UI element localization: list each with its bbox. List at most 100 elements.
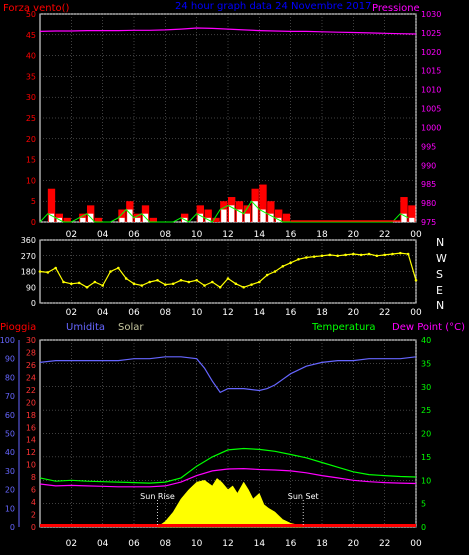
direction-point (156, 278, 159, 282)
direction-point (101, 284, 104, 287)
temp-x-tick-label: 14 (254, 539, 266, 549)
wind-bar (212, 217, 220, 222)
temp-x-tick-label: 00 (410, 539, 422, 549)
wind-bar (408, 205, 416, 222)
humidity-label: Umidita (66, 322, 105, 333)
direction-tick-label: 360 (21, 236, 36, 245)
temperature-panel-grid (40, 339, 417, 528)
wind-tick-label: 30 (26, 93, 36, 102)
direction-point (164, 283, 167, 286)
direction-x-tick-label: 06 (128, 308, 140, 318)
direction-point (234, 282, 238, 286)
wind-tick-label: 20 (26, 135, 36, 144)
rain-label: Pioggia (0, 322, 36, 333)
direction-point (250, 283, 253, 286)
direction-point (148, 280, 151, 284)
gust-bar (127, 209, 133, 222)
temperature-panel-marks (39, 356, 417, 528)
direction-x-tick-label: 18 (316, 308, 328, 318)
wind-tick-label: 35 (26, 72, 36, 81)
humidity-tick-label: 50 (5, 430, 15, 439)
gust-bar (221, 209, 227, 222)
direction-point (414, 278, 418, 282)
wind-tick-label: 25 (26, 114, 36, 123)
gust-bar (260, 209, 266, 222)
pressure-tick-label: 1000 (421, 123, 441, 132)
humidity-tick-label: 20 (5, 486, 15, 495)
direction-point (242, 285, 245, 289)
wind-axis-title: Forza vento() (3, 3, 70, 14)
direction-point (391, 252, 394, 256)
direction-point (265, 273, 269, 277)
compass-label: N (436, 236, 444, 249)
direction-point (359, 253, 363, 257)
compass-label: N (436, 299, 444, 312)
direction-point (320, 254, 324, 258)
wind-x-tick-label: 00 (410, 230, 422, 240)
temp-tick-label: 5 (421, 500, 426, 509)
direction-point (211, 280, 214, 284)
wind-panel-frame (39, 13, 417, 223)
direction-x-tick-label: 16 (285, 308, 297, 318)
direction-x-tick-label: 14 (254, 308, 266, 318)
rain-tick-label: 8 (31, 473, 36, 482)
humidity-tick-label: 80 (5, 373, 15, 382)
wind-bar (149, 217, 157, 222)
wind-bar (282, 213, 291, 222)
temp-x-tick-label: 10 (191, 539, 203, 549)
dewpoint-line (39, 467, 417, 488)
humidity-tick-label: 30 (5, 467, 15, 476)
pressure-line (39, 27, 417, 35)
gust-bar (252, 201, 258, 222)
pressure-tick-label: 995 (421, 142, 436, 151)
wind-bar (118, 209, 126, 222)
temp-x-tick-label: 20 (348, 539, 360, 549)
gust-bar (48, 213, 55, 222)
direction-point (336, 254, 339, 258)
direction-point (85, 285, 89, 289)
temp-x-tick-label: 12 (222, 539, 233, 549)
wind-panel-grid (40, 13, 417, 223)
direction-point (383, 253, 386, 257)
wind-x-tick-label: 18 (316, 230, 328, 240)
direction-point (328, 253, 332, 257)
direction-point (352, 252, 355, 256)
wind-panel-marks (39, 27, 417, 223)
wind-x-tick-label: 10 (191, 230, 203, 240)
rain-tick-label: 24 (26, 373, 36, 382)
direction-point (187, 280, 191, 284)
humidity-tick-label: 100 (0, 336, 15, 345)
direction-x-tick-label: 12 (222, 308, 233, 318)
wind-average-line (39, 200, 409, 223)
wind-x-tick-label: 04 (97, 230, 109, 240)
rain-tick-label: 10 (26, 461, 36, 470)
direction-x-tick-label: 22 (379, 308, 390, 318)
wind-bar (400, 197, 408, 222)
sunset-label: Sun Set (288, 492, 319, 501)
rain-tick-label: 22 (26, 386, 36, 395)
pressure-tick-label: 1015 (421, 67, 441, 76)
pressure-tick-label: 1030 (421, 10, 441, 19)
wind-bar (47, 188, 56, 222)
direction-point (132, 282, 136, 286)
direction-point (203, 284, 206, 287)
direction-panel-grid (40, 239, 417, 304)
direction-point (312, 255, 316, 258)
direction-x-tick-label: 00 (410, 308, 422, 318)
temperature-panel-ticks: 0510152025303540010203040506070809010002… (0, 336, 431, 549)
wind-tick-label: 50 (26, 10, 36, 19)
direction-point (62, 280, 65, 284)
gust-bar (268, 213, 274, 222)
direction-point (289, 261, 292, 265)
wind-x-tick-label: 08 (160, 230, 172, 240)
rain-tick-label: 30 (26, 336, 36, 345)
wind-x-tick-label: 02 (66, 230, 77, 240)
gust-bar (409, 217, 415, 222)
gust-bar (135, 217, 141, 222)
direction-point (124, 277, 128, 280)
wind-bar (267, 201, 275, 222)
pressure-tick-label: 1010 (421, 86, 441, 95)
wind-panel-ticks: 0510152025303540455097598098599099510001… (26, 10, 442, 240)
